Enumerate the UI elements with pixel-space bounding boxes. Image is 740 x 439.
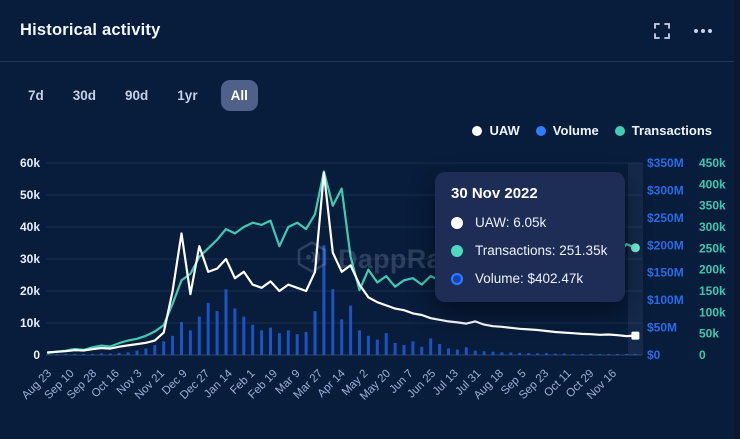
legend-label: UAW — [489, 123, 520, 138]
volume-dot-icon — [535, 125, 546, 136]
svg-text:60k: 60k — [20, 156, 40, 170]
svg-text:300k: 300k — [699, 220, 726, 234]
chart-legend: UAW Volume Transactions — [472, 123, 712, 138]
svg-text:$250M: $250M — [647, 211, 684, 225]
header-icons — [652, 21, 714, 41]
timeframe-90d[interactable]: 90d — [119, 80, 154, 111]
page-title: Historical activity — [20, 21, 161, 39]
svg-text:40k: 40k — [20, 220, 40, 234]
uaw-dot-icon — [472, 125, 483, 136]
tooltip-row-transactions: Transactions: 251.35k — [451, 243, 609, 258]
svg-text:$0: $0 — [647, 348, 661, 362]
fullscreen-icon[interactable] — [652, 21, 672, 41]
transactions-dot-icon — [451, 244, 463, 257]
svg-text:20k: 20k — [20, 284, 40, 298]
timeframe-selector: 7d 30d 90d 1yr All — [22, 80, 258, 111]
legend-label: Volume — [552, 123, 599, 138]
svg-text:150k: 150k — [699, 284, 726, 298]
svg-text:50k: 50k — [699, 327, 719, 341]
svg-text:200k: 200k — [699, 263, 726, 277]
svg-text:400k: 400k — [699, 177, 726, 191]
svg-text:$100M: $100M — [647, 293, 684, 307]
legend-item-volume[interactable]: Volume — [535, 123, 599, 138]
svg-text:0: 0 — [699, 348, 706, 362]
svg-text:0: 0 — [33, 348, 40, 362]
timeframe-7d[interactable]: 7d — [22, 80, 50, 111]
timeframe-30d[interactable]: 30d — [67, 80, 102, 111]
timeframe-1yr[interactable]: 1yr — [171, 80, 203, 111]
svg-text:30k: 30k — [20, 252, 40, 266]
svg-text:$150M: $150M — [647, 266, 684, 280]
chart-tooltip: 30 Nov 2022 UAW: 6.05k Transactions: 251… — [435, 172, 625, 302]
uaw-dot-icon — [451, 216, 463, 229]
card-header: Historical activity — [0, 0, 734, 62]
svg-text:100k: 100k — [699, 305, 726, 319]
svg-text:$350M: $350M — [647, 156, 684, 170]
legend-item-transactions[interactable]: Transactions — [614, 123, 712, 138]
svg-text:$200M: $200M — [647, 238, 684, 252]
tooltip-date: 30 Nov 2022 — [451, 185, 538, 202]
more-options-icon[interactable] — [692, 27, 714, 35]
tooltip-value: UAW: 6.05k — [475, 215, 547, 230]
tooltip-row-volume: Volume: $402.47k — [451, 271, 609, 286]
timeframe-all[interactable]: All — [220, 80, 258, 111]
svg-text:$300M: $300M — [647, 183, 684, 197]
svg-text:350k: 350k — [699, 199, 726, 213]
svg-text:250k: 250k — [699, 241, 726, 255]
legend-label: Transactions — [631, 123, 712, 138]
tooltip-row-uaw: UAW: 6.05k — [451, 215, 609, 230]
legend-item-uaw[interactable]: UAW — [472, 123, 520, 138]
svg-text:50k: 50k — [20, 188, 40, 202]
svg-text:10k: 10k — [20, 316, 40, 330]
tooltip-value: Transactions: 251.35k — [475, 243, 608, 258]
tooltip-value: Volume: $402.47k — [475, 271, 584, 286]
svg-text:$50M: $50M — [647, 321, 677, 335]
transactions-dot-icon — [614, 125, 625, 136]
svg-text:450k: 450k — [699, 156, 726, 170]
volume-dot-icon — [451, 272, 463, 285]
